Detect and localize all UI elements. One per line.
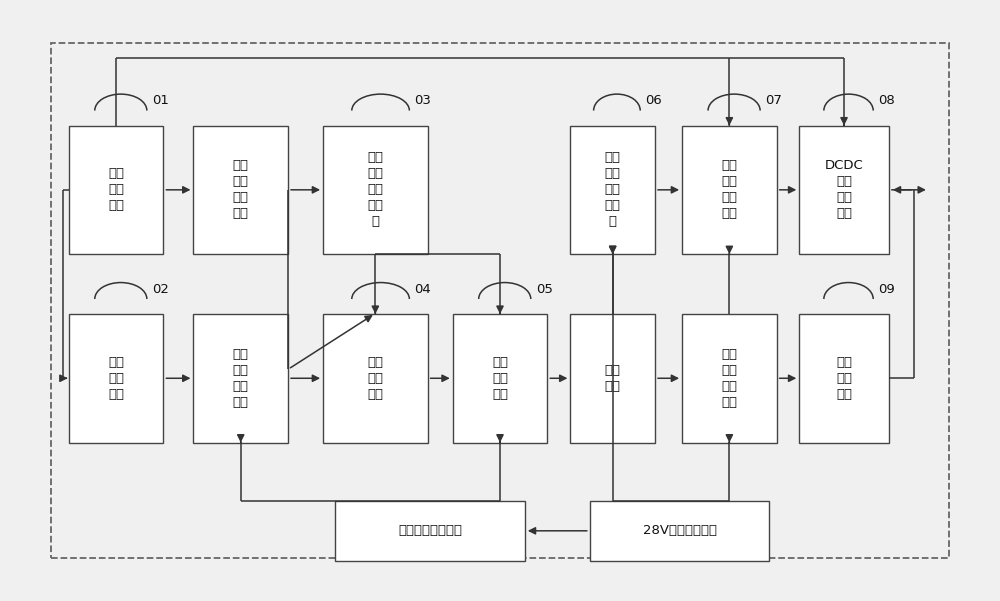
Text: 09: 09 bbox=[878, 282, 895, 296]
Text: 第一
电压
跟随
电路: 第一 电压 跟随 电路 bbox=[233, 159, 249, 221]
Bar bbox=[570, 126, 655, 254]
Text: 第三
电压
跟随
电路: 第三 电压 跟随 电路 bbox=[721, 348, 737, 409]
Bar bbox=[570, 314, 655, 442]
Bar bbox=[799, 314, 889, 442]
Text: 仪表
运放
电路: 仪表 运放 电路 bbox=[492, 356, 508, 401]
Text: 07: 07 bbox=[765, 94, 782, 107]
Bar bbox=[682, 126, 777, 254]
Text: 系统供电电源电路: 系统供电电源电路 bbox=[398, 524, 462, 537]
Bar bbox=[193, 314, 288, 442]
Text: 第一
模拟
比较
器电
路: 第一 模拟 比较 器电 路 bbox=[367, 151, 383, 228]
Text: 02: 02 bbox=[152, 282, 169, 296]
Bar bbox=[69, 126, 163, 254]
Text: 限压
电路: 限压 电路 bbox=[605, 364, 621, 393]
Bar bbox=[682, 314, 777, 442]
Bar bbox=[193, 126, 288, 254]
Bar bbox=[453, 314, 547, 442]
Bar bbox=[590, 501, 769, 561]
Bar bbox=[323, 314, 428, 442]
Text: 05: 05 bbox=[536, 282, 553, 296]
Text: 04: 04 bbox=[414, 282, 431, 296]
Text: 08: 08 bbox=[878, 94, 895, 107]
Text: DCDC
电源
转换
电路: DCDC 电源 转换 电路 bbox=[825, 159, 863, 221]
Text: 06: 06 bbox=[645, 94, 662, 107]
Text: 电源
输入
控制
电路: 电源 输入 控制 电路 bbox=[721, 159, 737, 221]
Text: 第二
模拟
比较
器电
路: 第二 模拟 比较 器电 路 bbox=[605, 151, 621, 228]
Text: 28V直流电压输入: 28V直流电压输入 bbox=[642, 524, 716, 537]
Bar bbox=[51, 43, 949, 558]
Text: 01: 01 bbox=[152, 94, 169, 107]
Bar bbox=[69, 314, 163, 442]
Text: 第二
电压
跟随
电路: 第二 电压 跟随 电路 bbox=[233, 348, 249, 409]
Text: 模拟
开关
电路: 模拟 开关 电路 bbox=[367, 356, 383, 401]
Text: 第二
测温
电路: 第二 测温 电路 bbox=[108, 356, 124, 401]
Text: 减法
运算
电路: 减法 运算 电路 bbox=[836, 356, 852, 401]
Text: 第一
测温
电路: 第一 测温 电路 bbox=[108, 167, 124, 212]
Bar bbox=[799, 126, 889, 254]
Bar bbox=[335, 501, 525, 561]
Text: 03: 03 bbox=[414, 94, 431, 107]
Bar bbox=[323, 126, 428, 254]
